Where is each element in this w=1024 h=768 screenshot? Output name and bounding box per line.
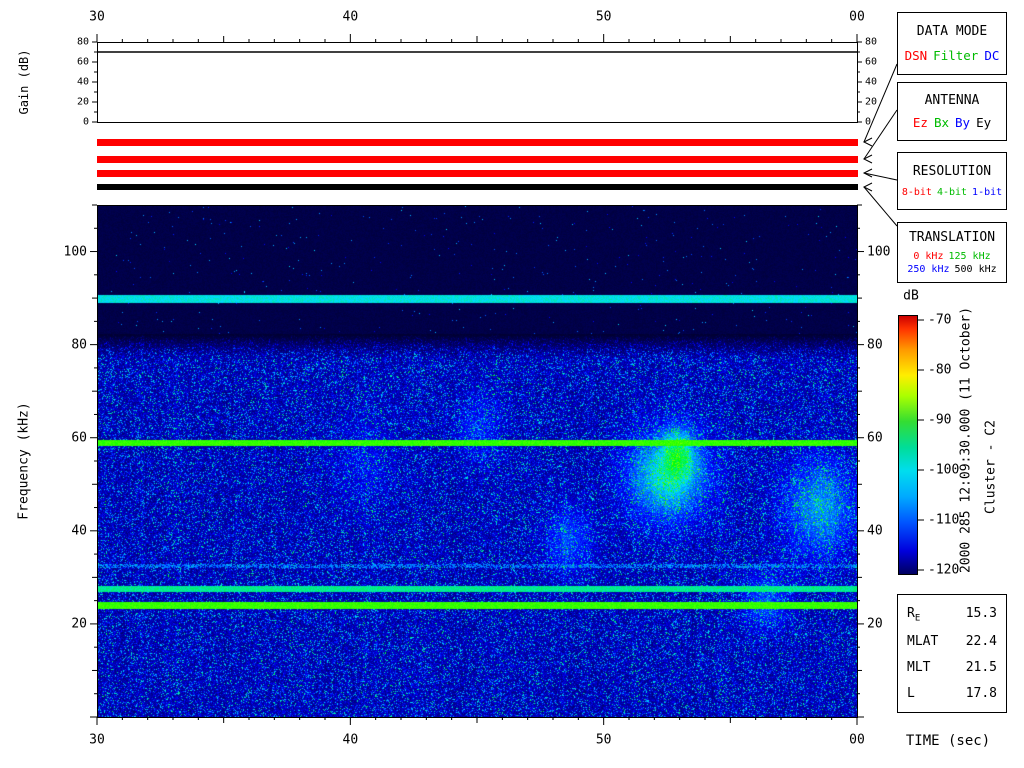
tick-label: 40 (71, 523, 87, 538)
time-axis-label: TIME (sec) (906, 733, 990, 749)
tick-label: -120 (928, 563, 959, 578)
tick-label: 50 (596, 10, 612, 25)
tick-label: 60 (867, 430, 883, 445)
ephemeris-label: L (907, 686, 915, 701)
tick-label: -80 (928, 363, 951, 378)
tick-label: 40 (867, 523, 883, 538)
spectrogram-panel (97, 205, 858, 718)
translation-bar (97, 184, 858, 190)
tick-label: 60 (77, 57, 89, 68)
tick-label: -110 (928, 513, 959, 528)
tick-label: 80 (71, 337, 87, 352)
legend-item: 8-bit (902, 187, 932, 198)
ephemeris-label: MLT (907, 660, 930, 675)
tick-label: 80 (867, 337, 883, 352)
tick-label: -70 (928, 313, 951, 328)
antenna-title: ANTENNA (925, 93, 980, 108)
tick-label: 100 (64, 244, 87, 259)
ephemeris-label: RE (907, 606, 920, 624)
translation-items: 0 kHz 125 kHz 250 kHz 500 kHz (900, 251, 1004, 275)
legend-item: 4-bit (937, 187, 967, 198)
gain-axis-label: Gain (dB) (17, 49, 31, 114)
ephemeris-row: RE 15.3 (898, 606, 1006, 624)
ephemeris-row: MLT 21.5 (898, 660, 1006, 675)
ephemeris-box: RE 15.3 MLAT 22.4 MLT 21.5 L 17.8 (897, 594, 1007, 713)
spectrogram-canvas (98, 206, 857, 717)
resolution-title: RESOLUTION (913, 164, 991, 179)
tick-label: 50 (596, 733, 612, 748)
colorbar (898, 315, 918, 575)
ephemeris-row: MLAT 22.4 (898, 634, 1006, 649)
translation-box: TRANSLATION 0 kHz 125 kHz 250 kHz 500 kHz (897, 222, 1007, 283)
callout-arrow-resolution (864, 169, 872, 177)
tick-label: 20 (865, 97, 877, 108)
legend-item: 500 kHz (955, 264, 997, 275)
callout-arrow-data-mode (864, 138, 872, 146)
translation-title: TRANSLATION (909, 230, 995, 245)
side-datetime-label: 2000 285 12:09:30.000 (11 October) (959, 307, 974, 573)
tick-label: 0 (83, 117, 89, 128)
legend-item: Filter (933, 48, 978, 63)
tick-label: 40 (343, 733, 359, 748)
tick-label: 20 (77, 97, 89, 108)
tick-label: -100 (928, 463, 959, 478)
legend-item: Bx (934, 115, 949, 130)
ephemeris-value: 15.3 (966, 606, 997, 624)
wbd-summary-plot: Gain (dB) Frequency (kHz) DATA MODE DSN F… (0, 0, 1024, 768)
tick-label: 30 (89, 733, 105, 748)
legend-item: Ez (913, 115, 928, 130)
data-mode-title: DATA MODE (917, 24, 987, 39)
tick-label: 30 (89, 10, 105, 25)
ephemeris-row: L 17.8 (898, 686, 1006, 701)
callout-line-translation (864, 187, 897, 226)
data-mode-box: DATA MODE DSN Filter DC (897, 12, 1007, 75)
tick-label: 00 (849, 733, 865, 748)
frequency-axis-label: Frequency (kHz) (17, 402, 32, 519)
callout-line-resolution (864, 173, 897, 180)
tick-label: 20 (867, 616, 883, 631)
ephemeris-value: 22.4 (966, 634, 997, 649)
legend-item: Ey (976, 115, 991, 130)
legend-item: 250 kHz (907, 264, 949, 275)
ephemeris-value: 21.5 (966, 660, 997, 675)
legend-item: DC (984, 48, 999, 63)
colorbar-title: dB (903, 289, 919, 304)
ephemeris-value: 17.8 (966, 686, 997, 701)
data-mode-bar (97, 139, 858, 146)
tick-label: 20 (71, 616, 87, 631)
legend-item: 125 kHz (948, 251, 990, 262)
tick-label: 40 (865, 77, 877, 88)
tick-label: -90 (928, 413, 951, 428)
resolution-box: RESOLUTION 8-bit 4-bit 1-bit (897, 152, 1007, 210)
ephemeris-label: MLAT (907, 634, 938, 649)
tick-label: 40 (343, 10, 359, 25)
legend-item: 1-bit (972, 187, 1002, 198)
tick-label: 100 (867, 244, 890, 259)
antenna-items: Ez Bx By Ey (900, 115, 1004, 130)
antenna-bar (97, 156, 858, 163)
callout-arrow-antenna (864, 155, 872, 163)
antenna-box: ANTENNA Ez Bx By Ey (897, 82, 1007, 141)
tick-label: 00 (849, 10, 865, 25)
tick-label: 40 (77, 77, 89, 88)
resolution-bar (97, 170, 858, 177)
data-mode-items: DSN Filter DC (900, 48, 1004, 63)
tick-label: 0 (865, 117, 871, 128)
callout-arrow-translation (864, 183, 872, 191)
legend-item: By (955, 115, 970, 130)
legend-item: 0 kHz (913, 251, 943, 262)
tick-label: 60 (865, 57, 877, 68)
gain-panel (97, 42, 858, 123)
tick-label: 80 (77, 37, 89, 48)
tick-label: 80 (865, 37, 877, 48)
resolution-items: 8-bit 4-bit 1-bit (900, 187, 1004, 198)
tick-label: 60 (71, 430, 87, 445)
legend-item: DSN (905, 48, 928, 63)
side-spacecraft-label: Cluster - C2 (984, 420, 999, 514)
